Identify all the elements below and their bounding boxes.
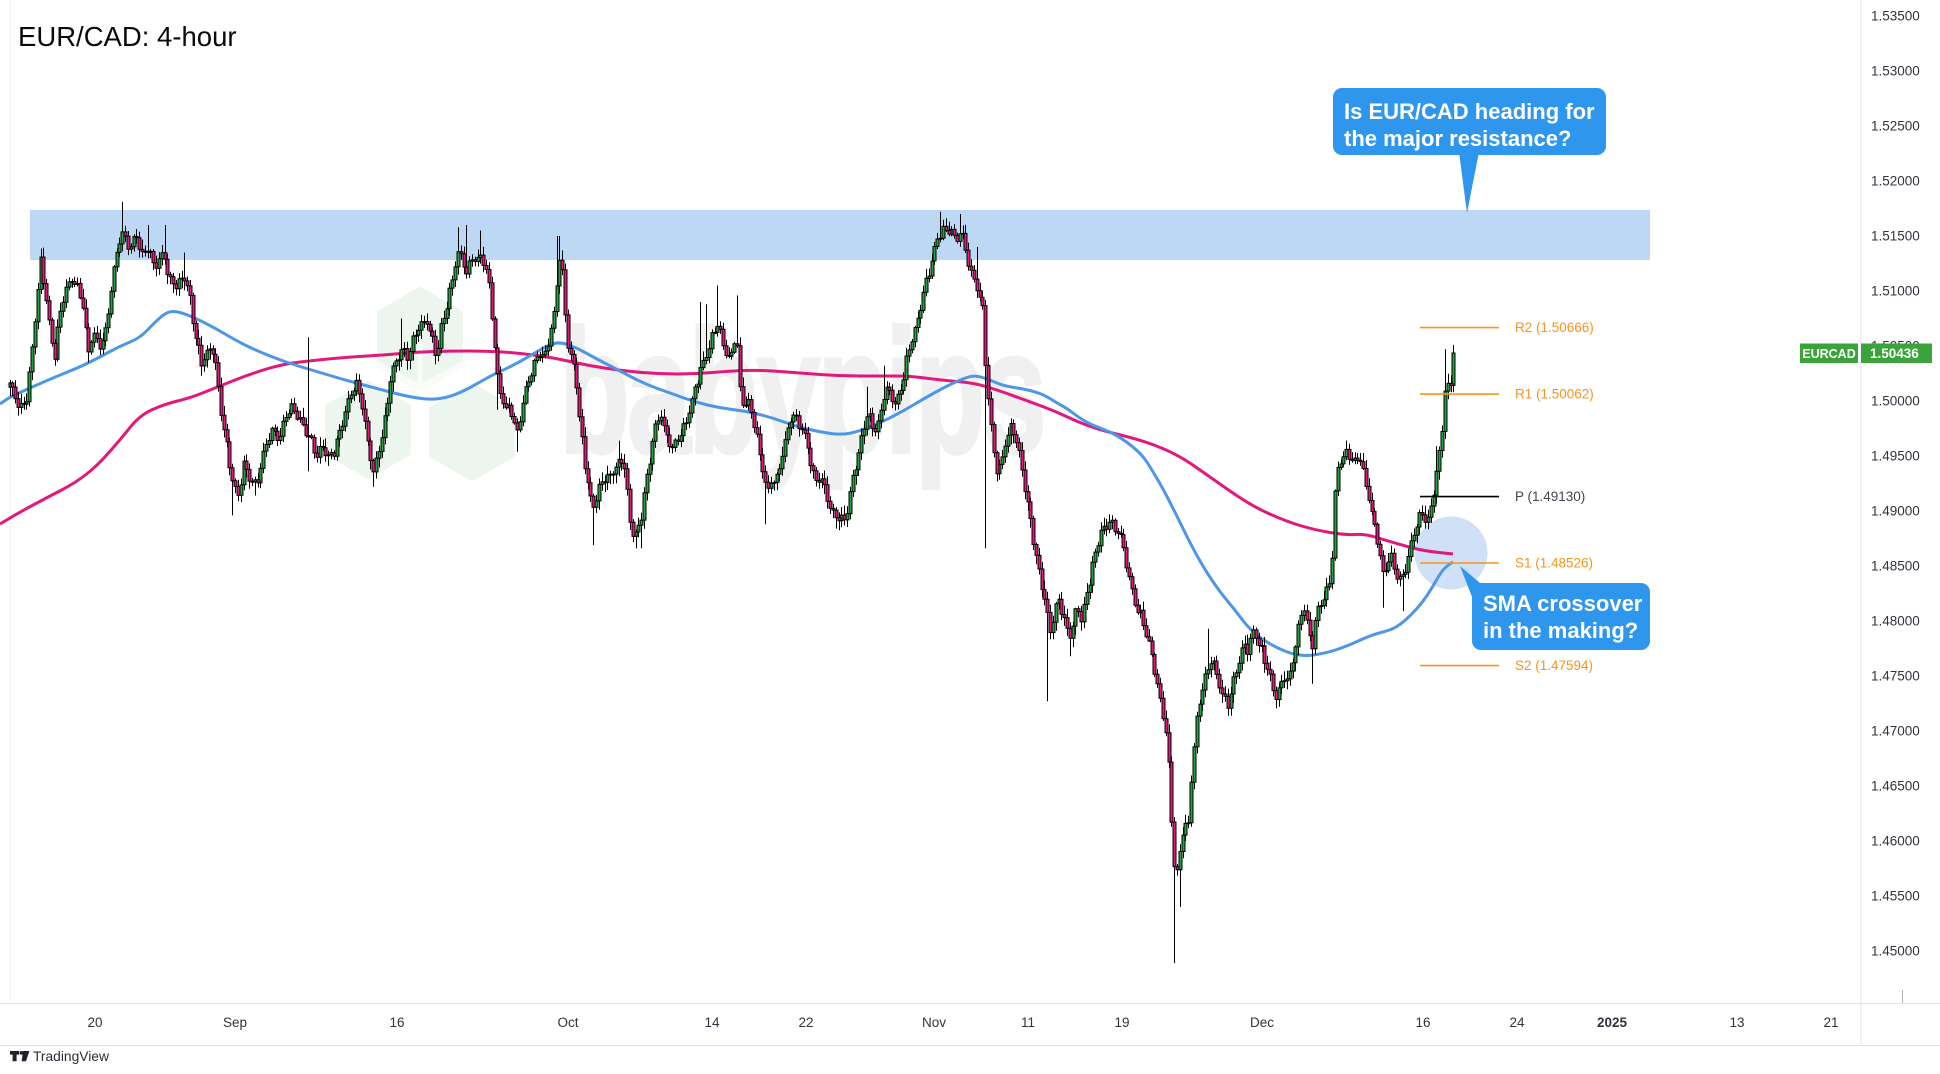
svg-text:20: 20 xyxy=(87,1015,102,1030)
svg-text:19: 19 xyxy=(1114,1015,1129,1030)
svg-text:1.45000: 1.45000 xyxy=(1871,944,1920,959)
svg-text:1.46000: 1.46000 xyxy=(1871,834,1920,849)
svg-text:1.51000: 1.51000 xyxy=(1871,284,1920,299)
svg-text:R1 (1.50062): R1 (1.50062) xyxy=(1515,387,1594,402)
svg-text:Nov: Nov xyxy=(922,1015,946,1030)
svg-text:1.49500: 1.49500 xyxy=(1871,449,1920,464)
svg-text:EURCAD: EURCAD xyxy=(1802,347,1855,361)
svg-text:EUR/CAD: 4-hour: EUR/CAD: 4-hour xyxy=(18,21,237,52)
svg-text:R2 (1.50666): R2 (1.50666) xyxy=(1515,320,1594,335)
svg-text:1.49000: 1.49000 xyxy=(1871,504,1920,519)
svg-text:babypips: babypips xyxy=(560,294,1044,490)
svg-text:1.45500: 1.45500 xyxy=(1871,889,1920,904)
svg-text:1.47000: 1.47000 xyxy=(1871,724,1920,739)
svg-text:the major resistance?: the major resistance? xyxy=(1344,126,1571,151)
svg-text:Sep: Sep xyxy=(223,1015,247,1030)
svg-text:in the making?: in the making? xyxy=(1483,618,1638,643)
svg-text:Is EUR/CAD heading for: Is EUR/CAD heading for xyxy=(1344,99,1595,124)
svg-text:13: 13 xyxy=(1729,1015,1744,1030)
svg-text:1.48000: 1.48000 xyxy=(1871,614,1920,629)
svg-text:1.52500: 1.52500 xyxy=(1871,119,1920,134)
svg-text:14: 14 xyxy=(704,1015,720,1030)
svg-text:2025: 2025 xyxy=(1597,1015,1628,1030)
svg-text:Oct: Oct xyxy=(557,1015,578,1030)
svg-text:22: 22 xyxy=(798,1015,813,1030)
svg-text:24: 24 xyxy=(1509,1015,1525,1030)
svg-text:1.47500: 1.47500 xyxy=(1871,669,1920,684)
svg-text:TradingView: TradingView xyxy=(33,1049,109,1064)
svg-text:1.53500: 1.53500 xyxy=(1871,9,1920,24)
svg-text:Dec: Dec xyxy=(1250,1015,1274,1030)
svg-text:1.50436: 1.50436 xyxy=(1870,346,1919,361)
svg-text:1.46500: 1.46500 xyxy=(1871,779,1920,794)
svg-text:16: 16 xyxy=(389,1015,404,1030)
svg-text:1.53000: 1.53000 xyxy=(1871,64,1920,79)
svg-text:1.50000: 1.50000 xyxy=(1871,394,1920,409)
svg-text:11: 11 xyxy=(1021,1015,1035,1030)
svg-text:1.52000: 1.52000 xyxy=(1871,174,1920,189)
svg-text:1.51500: 1.51500 xyxy=(1871,229,1920,244)
svg-text:1.48500: 1.48500 xyxy=(1871,559,1920,574)
svg-text:S1 (1.48526): S1 (1.48526) xyxy=(1515,556,1593,571)
svg-text:SMA crossover: SMA crossover xyxy=(1483,591,1643,616)
svg-text:16: 16 xyxy=(1415,1015,1430,1030)
svg-text:P (1.49130): P (1.49130) xyxy=(1515,489,1585,504)
svg-text:21: 21 xyxy=(1823,1015,1838,1030)
svg-text:S2 (1.47594): S2 (1.47594) xyxy=(1515,658,1593,673)
